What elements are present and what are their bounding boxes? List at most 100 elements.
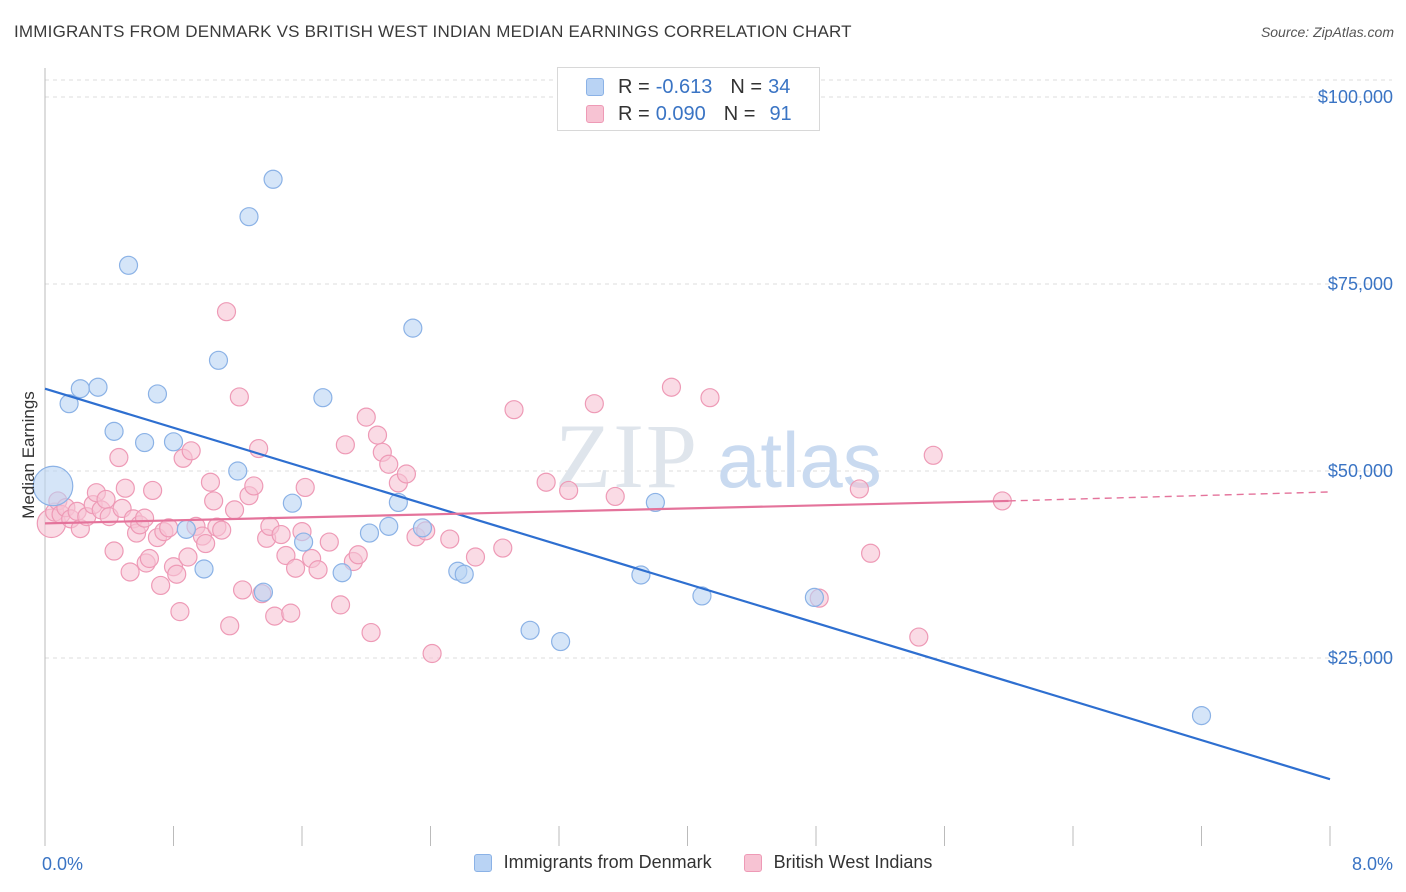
data-point	[308, 560, 328, 580]
data-point	[348, 545, 368, 565]
data-point	[294, 532, 314, 552]
series-british-west-indians	[36, 302, 1012, 664]
data-point	[335, 435, 355, 455]
data-point	[143, 480, 163, 501]
data-point	[228, 461, 248, 481]
y-tick-label: $50,000	[1328, 461, 1393, 481]
data-point	[282, 493, 302, 513]
series-immigrants-from-denmark	[32, 169, 1212, 726]
data-point	[265, 606, 285, 626]
trend-lines	[44, 387, 1331, 781]
data-point	[379, 516, 399, 536]
y-tick-label: $75,000	[1328, 274, 1393, 294]
legend-r-value: -0.613	[655, 75, 713, 98]
data-point	[134, 508, 155, 528]
data-point	[804, 587, 824, 608]
legend-item-bwi[interactable]: British West Indians	[743, 852, 933, 873]
legend-r-label: R =	[618, 102, 650, 125]
data-point	[178, 547, 198, 567]
trend-line-extension	[1008, 491, 1331, 502]
data-point	[1191, 705, 1212, 726]
data-point	[181, 441, 201, 461]
chart-title: IMMIGRANTS FROM DENMARK VS BRITISH WEST …	[14, 22, 852, 41]
y-tick-label: $100,000	[1318, 87, 1393, 107]
data-point	[196, 533, 216, 554]
y-axis-label: Median Earnings	[19, 391, 38, 519]
data-point	[216, 302, 237, 322]
data-point	[295, 477, 315, 498]
data-point	[584, 394, 604, 414]
trend-line	[44, 499, 1009, 525]
data-point	[909, 627, 929, 647]
data-point	[356, 407, 376, 427]
data-point	[504, 400, 524, 420]
watermark-zip: ZIP	[555, 405, 699, 507]
data-point	[692, 586, 712, 606]
data-point	[109, 447, 129, 468]
data-point	[700, 388, 720, 408]
data-point	[396, 464, 417, 484]
data-point	[253, 582, 274, 602]
data-point	[520, 620, 540, 640]
watermark: ZIP atlas	[555, 405, 882, 507]
data-point	[536, 472, 556, 492]
trend-line	[44, 387, 1331, 781]
data-point	[88, 377, 108, 397]
legend-swatch-blue	[473, 853, 492, 872]
legend-n-value: 91	[769, 102, 792, 125]
legend-n-label: N =	[723, 102, 756, 125]
data-point	[332, 563, 352, 583]
data-point	[605, 486, 625, 507]
data-point	[70, 379, 90, 399]
data-point	[403, 318, 423, 338]
data-point	[170, 602, 190, 622]
data-point	[645, 492, 665, 513]
data-point	[104, 421, 124, 441]
legend-n-value: 34	[768, 75, 791, 98]
data-point	[271, 524, 291, 545]
legend-r-value: 0.090	[655, 102, 706, 125]
data-point	[551, 631, 571, 652]
data-point	[923, 445, 943, 465]
data-point	[224, 500, 245, 520]
y-tick-label: $25,000	[1328, 648, 1393, 668]
data-point	[120, 562, 140, 582]
data-point	[220, 616, 240, 636]
legend-item-denmark[interactable]: Immigrants from Denmark	[473, 852, 712, 873]
legend-label: British West Indians	[773, 852, 933, 872]
data-point	[59, 394, 79, 414]
legend-row-denmark: R = -0.613 N = 34	[586, 74, 796, 100]
data-point	[163, 432, 184, 452]
data-point	[313, 388, 333, 408]
x-tick-label: 0.0%	[42, 854, 83, 874]
data-point	[559, 480, 579, 501]
data-point	[104, 541, 124, 561]
legend-n-label: N =	[730, 75, 763, 98]
data-point	[330, 595, 351, 615]
data-point	[96, 489, 116, 510]
data-point	[204, 491, 224, 511]
data-point	[176, 519, 196, 539]
data-point	[281, 603, 301, 623]
correlation-legend: R = -0.613 N = 34 R = 0.090 N = 91	[557, 67, 820, 131]
data-point	[32, 465, 74, 507]
data-point	[229, 387, 249, 407]
series-legend: Immigrants from Denmark British West Ind…	[0, 852, 1406, 873]
data-point	[151, 575, 171, 596]
data-point	[440, 529, 460, 549]
data-point	[359, 523, 380, 543]
data-point	[134, 432, 155, 453]
data-point	[115, 478, 135, 498]
data-point	[465, 547, 486, 567]
data-point	[361, 622, 381, 643]
data-point	[454, 564, 474, 584]
data-point	[379, 454, 399, 474]
data-point	[239, 207, 259, 227]
legend-r-label: R =	[618, 75, 650, 98]
data-point	[212, 520, 232, 540]
data-point	[194, 559, 214, 579]
data-point	[367, 425, 388, 445]
data-point	[319, 532, 339, 552]
legend-label: Immigrants from Denmark	[503, 852, 712, 872]
